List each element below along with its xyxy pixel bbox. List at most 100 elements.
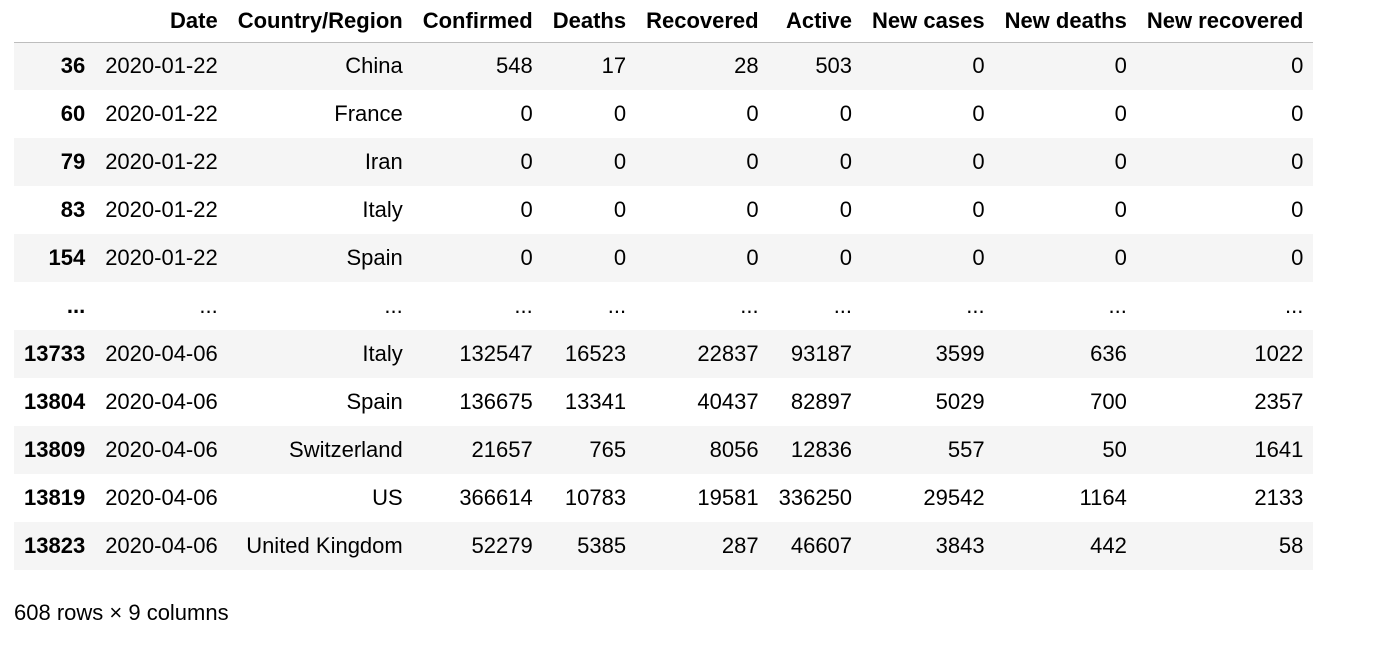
column-header: New cases xyxy=(862,0,995,43)
table-cell: 0 xyxy=(972,101,985,126)
table-cell: 13341 xyxy=(564,389,627,414)
table-cell: Iran xyxy=(364,149,403,174)
table-cell: 2357 xyxy=(1254,389,1304,414)
table-cell: 2020-01-22 xyxy=(105,245,218,270)
row-index: 13823 xyxy=(24,533,86,558)
table-cell: ... xyxy=(199,293,218,318)
table-cell: 0 xyxy=(1114,245,1127,270)
table-cell: 8056 xyxy=(709,437,759,462)
table-cell: 46607 xyxy=(790,533,853,558)
column-header: Active xyxy=(768,0,863,43)
table-cell: 1022 xyxy=(1254,341,1304,366)
table-cell: 29542 xyxy=(923,485,985,510)
table-cell: 2020-04-06 xyxy=(105,485,218,510)
table-cell: 0 xyxy=(839,245,853,270)
table-cell: ... xyxy=(607,293,627,318)
row-index: 13819 xyxy=(24,485,86,510)
table-cell: ... xyxy=(740,293,759,318)
table-cell: 700 xyxy=(1090,389,1127,414)
table-cell: 52279 xyxy=(471,533,533,558)
table-cell: 2020-01-22 xyxy=(105,53,218,79)
row-index: 13804 xyxy=(24,389,86,414)
table-cell: 2020-01-22 xyxy=(105,197,218,222)
table-cell: United Kingdom xyxy=(246,533,403,558)
table-cell: 136675 xyxy=(459,389,533,414)
dataframe-table: Date Country/Region Confirmed Deaths Recover… xyxy=(14,0,1314,570)
table-cell: 3843 xyxy=(935,533,985,558)
row-index: 79 xyxy=(60,149,86,174)
table-row: 83 2020-01-22 Italy 0 0 0 0 0 0 0 xyxy=(14,186,1313,234)
table-row: 13733 2020-04-06 Italy 132547 16523 22837 9318… xyxy=(14,330,1314,378)
column-header: Deaths xyxy=(542,0,637,43)
table-cell: 12836 xyxy=(790,437,853,462)
table-cell: 2020-01-22 xyxy=(105,101,218,126)
table-row: 13823 2020-04-06 United Kingdom 52279 5385 28… xyxy=(14,522,1314,570)
ellipsis-row: .............................. xyxy=(14,282,1313,330)
table-cell: 93187 xyxy=(790,341,853,366)
table-cell: 50 xyxy=(1102,437,1127,462)
table-cell: 0 xyxy=(1114,197,1127,222)
table-cell: 0 xyxy=(839,197,853,222)
table-cell: 0 xyxy=(613,245,627,270)
table-body: 36 2020-01-22 China 548 17 28 503 0 0 0 60 2020-01-… xyxy=(14,42,1314,570)
table-cell: 3599 xyxy=(935,341,985,366)
table-cell: 22837 xyxy=(697,341,759,366)
table-cell: 0 xyxy=(520,101,533,126)
table-cell: 16523 xyxy=(564,341,627,366)
table-row: 154 2020-01-22 Spain 0 0 0 0 0 0 0 xyxy=(14,234,1314,282)
table-shape-summary: 608 rows × 9 columns xyxy=(14,600,229,625)
table-cell: 0 xyxy=(613,149,627,174)
column-header: New recovered xyxy=(1136,0,1314,43)
table-cell: 132547 xyxy=(459,341,533,366)
header-row: Date Country/Region Confirmed Deaths Recover… xyxy=(14,0,1314,43)
table-cell: ... xyxy=(966,293,985,318)
table-cell: 0 xyxy=(972,197,985,222)
table-cell: 0 xyxy=(1291,197,1304,222)
column-header: New deaths xyxy=(994,0,1137,43)
table-cell: 0 xyxy=(613,197,627,222)
table-cell: 2020-04-06 xyxy=(105,437,218,462)
table-cell: China xyxy=(345,53,403,79)
table-cell: 21657 xyxy=(471,437,533,462)
table-cell: 503 xyxy=(815,53,853,79)
table-cell: 0 xyxy=(746,149,759,174)
table-cell: 287 xyxy=(721,533,759,558)
table-cell: France xyxy=(334,101,403,126)
table-cell: 442 xyxy=(1090,533,1127,558)
table-cell: 5029 xyxy=(935,389,985,414)
table-cell: 2020-04-06 xyxy=(105,341,218,366)
table-cell: Spain xyxy=(346,245,403,270)
table-cell: 0 xyxy=(746,197,759,222)
row-index: 36 xyxy=(60,53,86,79)
table-cell: 0 xyxy=(613,101,627,126)
table-cell: 5385 xyxy=(577,533,627,558)
table-cell: 636 xyxy=(1090,341,1127,366)
table-cell: 0 xyxy=(972,149,985,174)
table-cell: 0 xyxy=(1291,53,1304,79)
table-cell: US xyxy=(372,485,403,510)
table-row: 13819 2020-04-06 US 366614 10783 19581 336250 2… xyxy=(14,474,1313,522)
table-cell: 1164 xyxy=(1079,485,1127,510)
table-cell: 0 xyxy=(1114,101,1127,126)
row-index: 154 xyxy=(48,245,86,270)
table-cell: Switzerland xyxy=(289,437,403,462)
table-cell: 366614 xyxy=(459,485,533,510)
row-index: 83 xyxy=(60,197,86,222)
table-cell: 0 xyxy=(1291,101,1304,126)
table-cell: ... xyxy=(1285,293,1304,318)
table-cell: Italy xyxy=(362,341,403,366)
row-index: 13809 xyxy=(24,437,86,462)
table-row: 13809 2020-04-06 Switzerland 21657 765 8056 12… xyxy=(14,426,1314,474)
table-cell: 2020-04-06 xyxy=(105,389,218,414)
table-cell: 0 xyxy=(1114,149,1127,174)
table-cell: 336250 xyxy=(778,485,853,510)
table-cell: 2133 xyxy=(1254,485,1304,510)
table-cell: Italy xyxy=(362,197,403,222)
table-cell: 28 xyxy=(734,53,759,79)
table-row: 13804 2020-04-06 Spain 136675 13341 40437 8289… xyxy=(14,378,1313,426)
table-cell: 19581 xyxy=(697,485,759,510)
table-cell: ... xyxy=(514,293,533,318)
table-cell: ... xyxy=(384,293,403,318)
table-cell: 548 xyxy=(496,53,533,79)
